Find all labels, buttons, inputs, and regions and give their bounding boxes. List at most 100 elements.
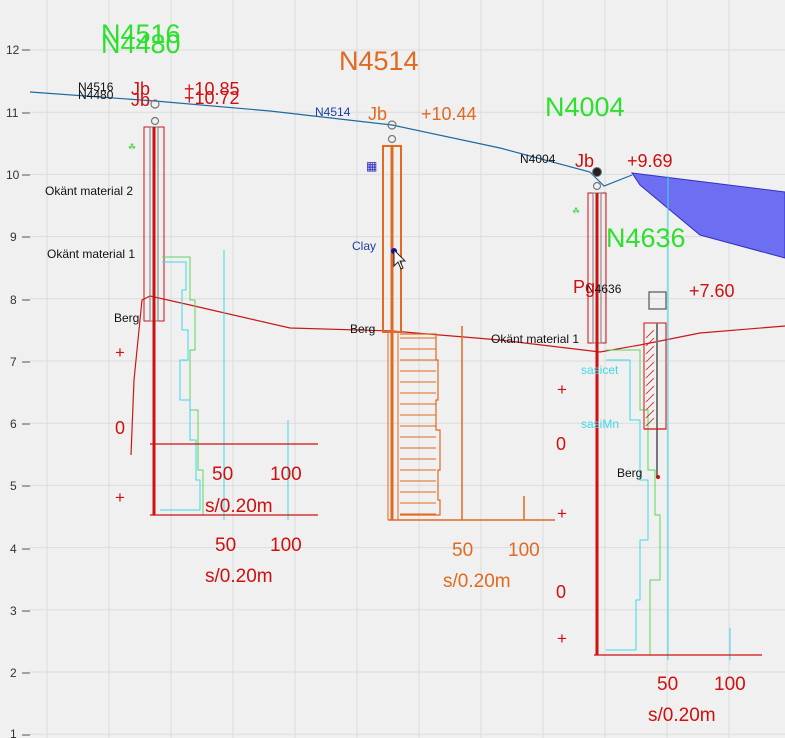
plus-marker: + xyxy=(557,380,567,399)
hatch-line xyxy=(645,329,655,339)
y-tick-label-2: 2 xyxy=(10,666,17,680)
scale-50-upper: 50 xyxy=(212,464,233,485)
sounding-bars xyxy=(400,337,436,515)
elevation-label-n4514: +10.44 xyxy=(421,104,477,124)
y-tick-label-10: 10 xyxy=(6,168,20,182)
borehole-top-marker-2 xyxy=(387,134,397,144)
y-tick-label-11: 11 xyxy=(6,106,19,120)
y-tick-label-12: 12 xyxy=(6,43,20,57)
grid xyxy=(30,0,785,738)
layer-label-berg: Berg xyxy=(350,322,375,336)
zero-marker: 0 xyxy=(556,434,566,454)
borehole-label-big-n4480: N4480 xyxy=(101,29,181,59)
borehole-label-big-n4004: N4004 xyxy=(545,92,625,122)
elevation-label-n4004: +9.69 xyxy=(627,151,673,171)
borehole-top-marker-2 xyxy=(592,181,602,191)
scale-100: 100 xyxy=(508,540,540,561)
layer-label-okant-1: Okänt material 1 xyxy=(47,247,135,261)
hatch-line xyxy=(645,409,655,419)
hatch-line xyxy=(645,417,655,427)
borehole-label-big-n4516: N4516 xyxy=(101,19,181,49)
elevation-label-n4516: +10.85 xyxy=(184,79,240,99)
mouse-cursor-icon xyxy=(393,248,407,270)
layer-label-clay: Clay xyxy=(352,239,376,253)
scale-unit-lower: s/0.20m xyxy=(205,566,273,587)
borehole-top-marker xyxy=(592,167,602,177)
hatch-line xyxy=(645,369,655,379)
scale-unit: s/0.20m xyxy=(648,705,716,726)
hatch-pattern xyxy=(645,329,655,427)
y-axis: 12 11 10 9 8 7 6 5 4 3 2 1 xyxy=(6,43,30,738)
plus-marker-3: + xyxy=(557,629,567,648)
layer-label-sasimn: sasiMn xyxy=(581,417,619,431)
borehole-column xyxy=(643,322,667,430)
borehole-bottom-marker xyxy=(656,475,660,479)
y-tick-label-3: 3 xyxy=(10,604,17,618)
scale-50: 50 xyxy=(452,540,473,561)
method-label-n4514: Jb xyxy=(368,104,387,124)
sounding-diagram-cyan xyxy=(606,359,649,651)
hatch-line xyxy=(645,353,655,363)
y-tick-label-6: 6 xyxy=(10,417,17,431)
borehole-top-marker xyxy=(387,120,397,130)
elevation-label-n4480: +10.72 xyxy=(184,88,240,108)
borehole-label-small-n4636: N4636 xyxy=(586,282,622,296)
scale-unit-upper: s/0.20m xyxy=(205,496,273,517)
method-label-n4516: Jb xyxy=(131,79,150,99)
plus-marker: + xyxy=(115,343,125,362)
sounding-diagram-orange xyxy=(400,333,441,516)
y-tick-label-9: 9 xyxy=(10,230,17,244)
y-tick-label-8: 8 xyxy=(10,293,17,307)
borehole-top-marker xyxy=(150,99,160,109)
y-tick-label-7: 7 xyxy=(10,355,17,369)
borehole-n4480-group[interactable]: N4516 N4480 N4516 N4480 Jb Jb +10.85 +10… xyxy=(45,19,318,587)
borehole-n4514-group[interactable]: N4514 N4514 Jb +10.44 ▦ Clay Berg 50 100… xyxy=(315,46,555,592)
sample-symbol: ▦ xyxy=(366,159,377,173)
sounding-diagram-green xyxy=(160,256,204,516)
borehole-n4636-group[interactable]: N4636 N4636 Pg +7.60 Berg xyxy=(573,223,735,480)
layer-label-berg: Berg xyxy=(617,466,642,480)
zero-marker-2: 0 xyxy=(556,582,566,602)
method-label-n4004: Jb xyxy=(575,151,594,171)
y-tick-label-5: 5 xyxy=(10,479,17,493)
plus-marker-2: + xyxy=(115,488,125,507)
hatch-line xyxy=(645,337,655,347)
scale-50: 50 xyxy=(657,674,678,695)
layer-label-okant-1: Okänt material 1 xyxy=(491,332,579,346)
sounding-diagram-cyan xyxy=(160,261,201,511)
fill-area xyxy=(630,172,785,259)
layer-label-berg: Berg xyxy=(114,311,139,325)
borehole-top-square xyxy=(648,291,667,310)
hatch-line xyxy=(645,393,655,403)
borehole-n4004-group[interactable]: N4004 N4004 Jb +9.69 ☘ Okänt material 1 … xyxy=(491,92,762,726)
method-label-n4636: Pg xyxy=(573,277,595,297)
hatch-line xyxy=(645,345,655,355)
plus-marker-2: + xyxy=(557,504,567,523)
layer-label-sasicet: sasicet xyxy=(581,363,619,377)
scale-100-lower: 100 xyxy=(270,535,302,556)
y-tick-label-4: 4 xyxy=(10,542,17,556)
sounding-diagram-green xyxy=(606,349,661,656)
hatch-line xyxy=(645,385,655,395)
scale-100-upper: 100 xyxy=(270,464,302,485)
y-tick-label-1: 1 xyxy=(10,727,17,738)
scale-50-lower: 50 xyxy=(215,535,236,556)
borehole-top-marker-2 xyxy=(150,116,160,126)
scale-unit: s/0.20m xyxy=(443,571,511,592)
ground-surface-line xyxy=(29,91,633,187)
hatch-line xyxy=(645,377,655,387)
borehole-label-big-n4636: N4636 xyxy=(606,223,686,253)
sample-symbol: ☘ xyxy=(128,142,136,152)
hatch-line xyxy=(645,361,655,371)
scale-100: 100 xyxy=(714,674,746,695)
borehole-label-small-n4480: N4480 xyxy=(78,88,114,102)
layer-label-okant-2: Okänt material 2 xyxy=(45,184,133,198)
elevation-label-n4636: +7.60 xyxy=(689,281,735,301)
borehole-label-small-n4004: N4004 xyxy=(520,152,556,166)
borehole-label-small-n4516: N4516 xyxy=(78,80,114,94)
borehole-label-small-n4514: N4514 xyxy=(315,105,351,119)
hatch-line xyxy=(645,401,655,411)
method-label-n4480: Jb xyxy=(131,90,150,110)
borehole-label-big-n4514: N4514 xyxy=(339,46,419,76)
